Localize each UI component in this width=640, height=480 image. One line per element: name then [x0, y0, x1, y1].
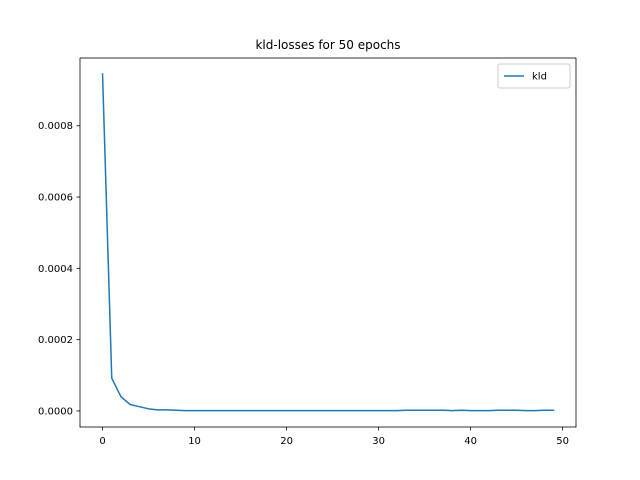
- y-tick-label: 0.0002: [38, 335, 73, 346]
- axes-frame: [79, 57, 577, 428]
- axes: 0 10 20 30 40 50 0.0000 0.0002 0.0004 0.0006 0.000…: [38, 57, 577, 447]
- x-tick-label: 10: [188, 436, 201, 447]
- y-tick-label: 0.0004: [38, 264, 73, 275]
- y-tick-label: 0.0006: [38, 193, 73, 204]
- x-tick-label: 50: [556, 436, 569, 447]
- legend-label-kld: kld: [532, 72, 547, 83]
- x-tick-label: 40: [464, 436, 477, 447]
- chart-title: kld-losses for 50 epochs: [255, 38, 400, 52]
- y-tick-label: 0.0000: [38, 406, 73, 417]
- x-tick-label: 20: [280, 436, 293, 447]
- legend: kld: [497, 63, 571, 89]
- legend-box: [497, 63, 571, 89]
- x-tick-label: 0: [99, 436, 105, 447]
- plot-area: [101, 73, 555, 412]
- series-line-kld: [101, 73, 555, 412]
- y-tick-label: 0.0008: [38, 121, 73, 132]
- x-tick-label: 30: [372, 436, 385, 447]
